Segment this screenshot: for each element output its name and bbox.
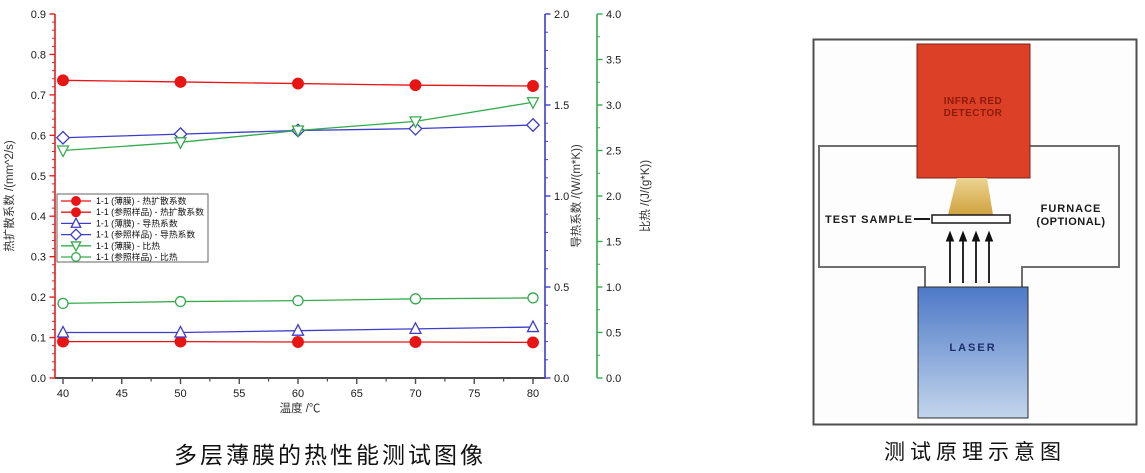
specific_heat-tick-label: 4.0 [606, 9, 621, 21]
specific_heat-tick-label: 2.0 [606, 191, 621, 203]
laser-box [917, 286, 1029, 419]
specific_heat-tick-label: 3.5 [606, 55, 621, 67]
specific_heat-tick-label: 0.5 [606, 328, 621, 340]
legend-entry-label: 1-1 (参照样品) - 导热系数 [96, 229, 195, 240]
x-tick-label: 45 [116, 388, 128, 400]
test-sample-label: TEST SAMPLE [825, 214, 913, 226]
thermal-chart-figure: 40 45 50 55 60 65 70 75 80 温度 /℃ 0.0 0.1 0.2 0.3 0.4 0.… [2, 9, 652, 469]
diffusivity-tick-label: 0.7 [31, 90, 46, 102]
laser-beam-arrows [945, 230, 994, 283]
laser-label: LASER [949, 342, 996, 354]
conductivity-tick-label: 1.0 [554, 191, 569, 203]
conductivity-axis: 0.0 0.5 1.0 1.5 2.0 导热系数 /(W/(m*K)) [544, 9, 583, 385]
diffusivity-tick-label: 0.3 [31, 252, 46, 264]
specific_heat-axis: 0.0 0.5 1.0 1.5 2.0 2.5 3.0 3.5 4.0 比热 /(J/(g*K)) [596, 9, 652, 385]
specific_heat-tick-label: 2.5 [606, 146, 621, 158]
specific_heat-tick-label: 1.0 [606, 282, 621, 294]
diffusivity-tick-label: 0.4 [31, 211, 46, 223]
series-1 [57, 335, 539, 349]
conductivity-tick-label: 1.5 [554, 100, 569, 112]
conductivity-axis-title: 导热系数 /(W/(m*K)) [569, 144, 583, 248]
diffusivity-tick-label: 0.9 [31, 9, 46, 21]
diagram-caption: 测试原理示意图 [884, 440, 1066, 464]
specific_heat-tick-label: 0.0 [606, 373, 621, 385]
series-6 [57, 292, 539, 310]
x-tick-label: 70 [409, 388, 421, 400]
test-sample-box [931, 214, 1011, 224]
series-2 [57, 74, 539, 92]
diffusivity-tick-label: 0.2 [31, 292, 46, 304]
x-tick-label: 55 [233, 388, 245, 400]
legend-entry-label: 1-1 (薄膜) - 比热 [96, 240, 160, 251]
x-tick-label: 80 [527, 388, 539, 400]
chart-caption: 多层薄膜的热性能测试图像 [174, 443, 486, 469]
x-tick-label: 60 [292, 388, 304, 400]
diffusivity-tick-label: 0.6 [31, 130, 46, 142]
furnace-label-line2: (OPTIONAL) [1036, 216, 1105, 228]
diffusivity-axis-title: 热扩散系数 /(mm^2/s) [2, 140, 16, 252]
diffusivity-tick-label: 0.1 [31, 333, 46, 345]
specific_heat-tick-label: 3.0 [606, 100, 621, 112]
series-5 [56, 97, 540, 158]
infrared-detector-label-line2: DETECTOR [944, 108, 1003, 119]
diffusivity-tick-label: 0.8 [31, 49, 46, 61]
legend-entry-label: 1-1 (薄膜) - 热扩散系数 [96, 195, 187, 206]
furnace-label-line1: FURNACE [1041, 203, 1102, 215]
diffusivity-axis: 0.0 0.1 0.2 0.3 0.4 0.5 0.6 0.7 0.8 0.9 热扩散系数 /(mm… [2, 9, 56, 385]
x-tick-label: 65 [351, 388, 363, 400]
conductivity-tick-label: 0.5 [554, 282, 569, 294]
series-3 [56, 319, 540, 338]
lfa-principle-diagram: INFRA RED DETECTOR TEST SAMPLE FURNACE (… [812, 38, 1138, 426]
specific_heat-axis-title: 比热 /(J/(g*K)) [639, 160, 652, 232]
specific_heat-tick-label: 1.5 [606, 237, 621, 249]
conductivity-tick-label: 0.0 [554, 373, 569, 385]
x-tick-label: 40 [57, 388, 69, 400]
lfa-diagram-figure: INFRA RED DETECTOR TEST SAMPLE FURNACE (… [810, 34, 1140, 466]
x-tick-label: 50 [174, 388, 186, 400]
diffusivity-tick-label: 0.5 [31, 171, 46, 183]
infrared-detector-box [916, 43, 1031, 179]
diffusivity-tick-label: 0.0 [31, 373, 46, 385]
heat-beam-cone [948, 178, 993, 215]
legend-entry-label: 1-1 (参照样品) - 热扩散系数 [96, 206, 204, 217]
conductivity-tick-label: 2.0 [554, 9, 569, 21]
x-axis-title: 温度 /℃ [280, 401, 321, 415]
infrared-detector-label-line1: INFRA RED [944, 96, 1003, 107]
x-axis: 40 45 50 55 60 65 70 75 80 温度 /℃ [55, 377, 545, 415]
legend-entry-label: 1-1 (参照样品) - 比热 [96, 251, 178, 262]
x-tick-label: 75 [468, 388, 480, 400]
legend-entry-label: 1-1 (薄膜) - 导热系数 [96, 217, 178, 228]
